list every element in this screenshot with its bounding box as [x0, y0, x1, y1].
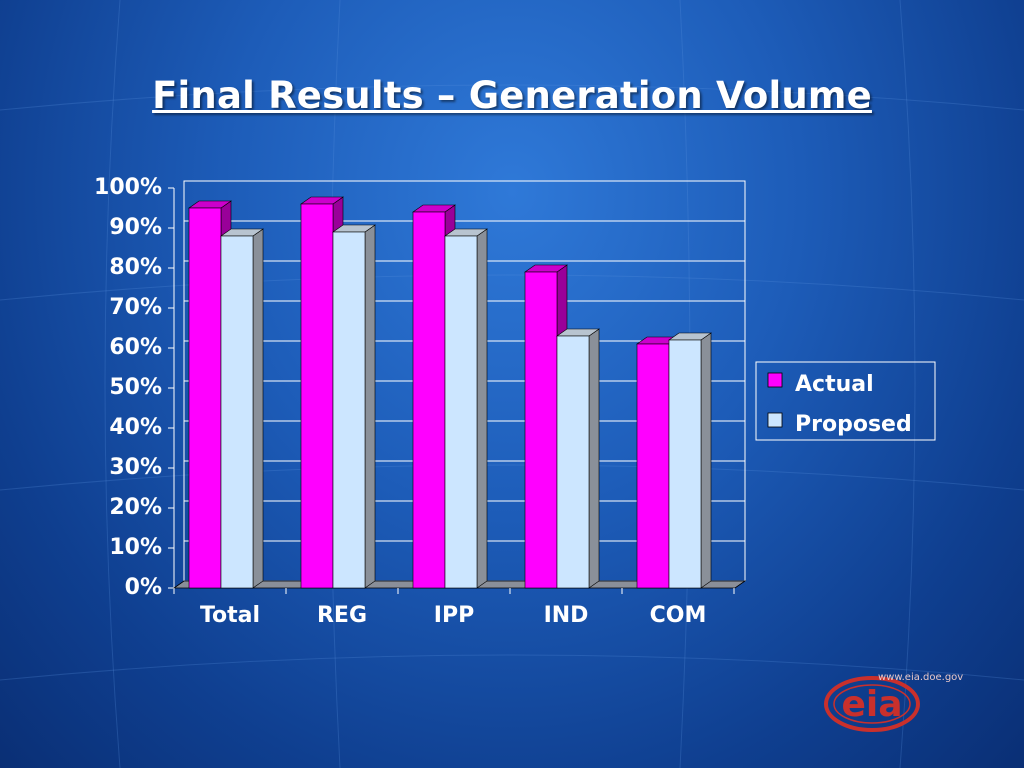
- y-tick-label: 70%: [109, 295, 162, 320]
- y-tick-label: 0%: [125, 575, 162, 600]
- eia-logo: eia: [824, 676, 920, 732]
- y-axis: 0% 10% 20% 30% 40% 50% 60% 70% 80% 90% 100%: [94, 175, 175, 600]
- y-tick-label: 100%: [94, 175, 162, 200]
- legend-label-proposed: Proposed: [795, 412, 912, 437]
- x-tick-label: IND: [544, 603, 589, 628]
- x-tick-label: IPP: [434, 603, 474, 628]
- x-tick-label: Total: [200, 603, 260, 628]
- bar-proposed-com: [668, 332, 712, 589]
- bar-proposed-total: [220, 228, 264, 589]
- x-tick-label: REG: [317, 603, 367, 628]
- legend: Actual Proposed: [755, 361, 936, 441]
- y-tick-label: 90%: [109, 215, 162, 240]
- legend-box: [755, 361, 936, 441]
- logo-url: www.eia.doe.gov: [878, 672, 964, 683]
- y-tick-label: 30%: [109, 455, 162, 480]
- slide-title: Final Results – Generation Volume: [152, 74, 872, 117]
- y-tick-label: 20%: [109, 495, 162, 520]
- legend-swatch-proposed: [767, 412, 783, 428]
- y-tick-label: 80%: [109, 255, 162, 280]
- y-tick-label: 50%: [109, 375, 162, 400]
- bar-proposed-reg: [332, 224, 376, 589]
- logo-text: eia: [841, 684, 902, 725]
- bar-proposed-ind: [556, 328, 600, 589]
- x-tick-label: COM: [650, 603, 707, 628]
- y-tick-label: 10%: [109, 535, 162, 560]
- legend-swatch-actual: [767, 372, 783, 388]
- bar-proposed-ipp: [444, 228, 488, 589]
- legend-label-actual: Actual: [795, 372, 874, 397]
- x-axis: Total REG IPP IND COM: [173, 588, 735, 628]
- y-tick-label: 60%: [109, 335, 162, 360]
- y-tick-label: 40%: [109, 415, 162, 440]
- bars: [188, 196, 712, 589]
